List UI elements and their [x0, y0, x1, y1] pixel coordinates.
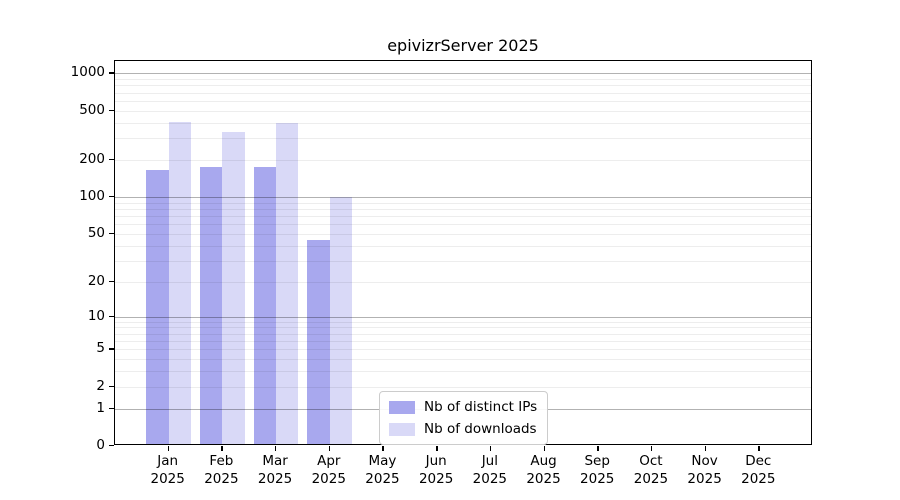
y-tick-label: 500: [79, 101, 105, 118]
x-tick: [543, 446, 545, 451]
x-tick-label-nov: Nov 2025: [687, 453, 722, 487]
minor-gridline: [115, 85, 811, 87]
legend-label-downloads: Nb of downloads: [424, 421, 537, 437]
y-tick-label: 200: [79, 150, 105, 167]
minor-gridline: [115, 349, 811, 351]
x-tick: [275, 446, 277, 451]
bar-downloads-jan: [168, 122, 191, 444]
x-tick-label-jan: Jan 2025: [150, 453, 185, 487]
bar-distinct-ips-jan: [146, 169, 169, 444]
x-tick: [167, 446, 170, 451]
bar-downloads-feb: [222, 131, 245, 444]
y-tick: [109, 158, 114, 161]
y-tick-label: 2: [96, 377, 105, 394]
minor-gridline: [115, 245, 811, 247]
x-tick-label-jun: Jun 2025: [418, 453, 454, 487]
x-tick-label-jul: Jul 2025: [472, 453, 508, 487]
grid-layer: [115, 61, 811, 444]
legend-item-downloads: Nb of downloads: [389, 421, 537, 437]
minor-gridline: [115, 159, 811, 161]
y-tick-label: 100: [79, 188, 105, 205]
minor-gridline: [115, 359, 811, 361]
y-tick: [109, 196, 114, 198]
y-tick-label: 10: [87, 307, 105, 324]
minor-gridline: [115, 321, 811, 323]
y-tick: [109, 445, 114, 447]
x-tick: [436, 446, 438, 451]
minor-gridline: [115, 122, 811, 124]
bars-layer: [115, 61, 811, 444]
x-tick-label-mar: Mar 2025: [257, 453, 293, 487]
x-tick: [704, 446, 706, 451]
major-gridline: [115, 73, 811, 75]
major-gridline: [115, 197, 811, 199]
x-tick: [650, 446, 653, 451]
x-tick: [489, 446, 492, 451]
minor-gridline: [115, 79, 811, 81]
bar-distinct-ips-feb: [200, 167, 223, 444]
x-tick-label-feb: Feb 2025: [204, 453, 239, 487]
major-gridline: [115, 316, 811, 318]
minor-gridline: [115, 202, 811, 204]
y-tick: [109, 348, 114, 350]
minor-gridline: [115, 260, 811, 262]
x-tick-label-oct: Oct 2025: [633, 453, 669, 487]
bar-distinct-ips-apr: [307, 239, 330, 444]
minor-gridline: [115, 92, 811, 94]
minor-gridline: [115, 138, 811, 140]
y-tick-label: 1: [96, 399, 105, 416]
y-tick: [109, 385, 114, 388]
minor-gridline: [115, 386, 811, 388]
minor-gridline: [115, 110, 811, 112]
y-tick-label: 0: [96, 437, 105, 453]
bar-distinct-ips-mar: [253, 167, 277, 444]
plot-area: Nb of distinct IPs Nb of downloads: [114, 60, 812, 445]
minor-gridline: [115, 333, 811, 335]
x-tick-label-dec: Dec 2025: [741, 453, 776, 487]
y-tick-label: 1000: [70, 64, 105, 81]
x-tick-label-sep: Sep 2025: [580, 453, 615, 487]
x-tick-label-apr: Apr 2025: [311, 453, 346, 487]
minor-gridline: [115, 327, 811, 329]
y-tick: [109, 407, 114, 409]
legend: Nb of distinct IPs Nb of downloads: [379, 391, 549, 445]
minor-gridline: [115, 233, 811, 235]
x-tick: [382, 446, 384, 451]
y-tick: [109, 315, 114, 318]
y-tick-label: 5: [96, 340, 105, 357]
y-tick-label: 50: [87, 224, 105, 241]
minor-gridline: [115, 341, 811, 343]
x-tick: [221, 446, 223, 451]
bar-downloads-apr: [329, 196, 353, 444]
minor-gridline: [115, 100, 811, 102]
x-tick-label-aug: Aug 2025: [526, 453, 561, 487]
y-tick-label: 20: [87, 272, 105, 289]
chart-title: epivizrServer 2025: [387, 36, 539, 55]
legend-swatch-downloads: [389, 422, 415, 436]
y-tick: [109, 280, 114, 283]
minor-gridline: [115, 216, 811, 218]
x-tick: [758, 446, 760, 451]
legend-item-distinct-ips: Nb of distinct IPs: [389, 399, 537, 415]
y-tick: [109, 109, 114, 112]
y-tick: [109, 72, 114, 74]
x-tick: [597, 446, 599, 451]
minor-gridline: [115, 224, 811, 226]
legend-swatch-distinct-ips: [389, 400, 415, 414]
minor-gridline: [115, 281, 811, 283]
x-tick: [328, 446, 331, 451]
y-tick: [109, 232, 114, 235]
bar-downloads-mar: [276, 123, 299, 444]
minor-gridline: [115, 208, 811, 210]
x-tick-label-may: May 2025: [365, 453, 400, 487]
legend-label-distinct-ips: Nb of distinct IPs: [424, 399, 538, 415]
minor-gridline: [115, 371, 811, 373]
